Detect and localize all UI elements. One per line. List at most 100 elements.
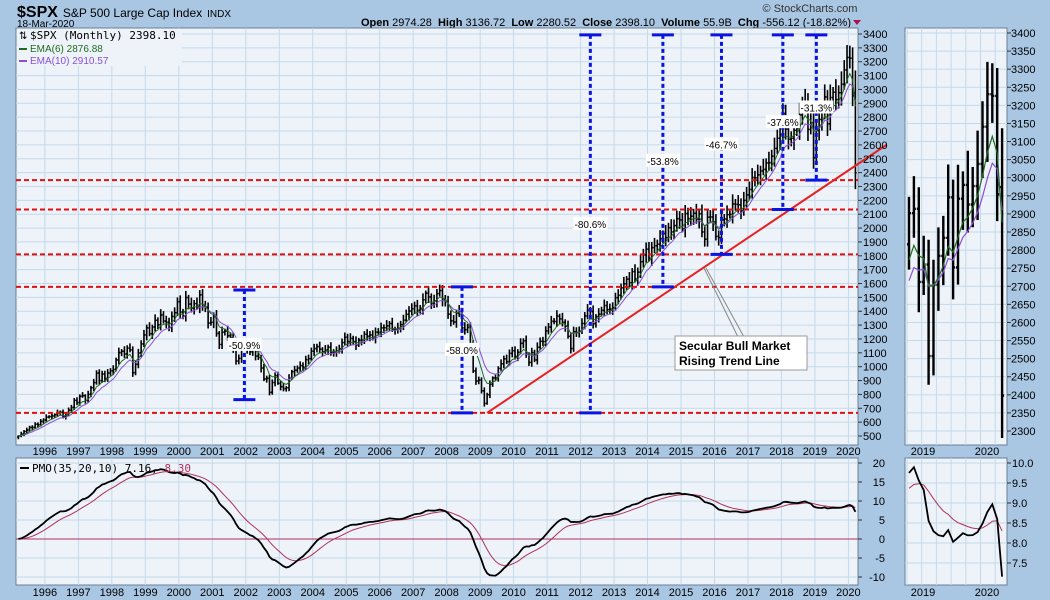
price-bar [748,181,751,201]
price-bar [485,392,489,405]
inset-y-tick-label: 2500 [1011,354,1035,366]
price-bar [510,346,514,358]
price-bar [946,164,951,256]
x-tick-label: 1998 [100,587,124,599]
price-bar [538,337,542,351]
pmo-line [908,465,1003,577]
inset-y-tick-label: 3400 [1011,28,1035,40]
y-tick-label: 2200 [863,195,887,207]
pmo-legend: PMO(35,20,10) 7.16, 8.30 [20,462,191,475]
price-bar [775,129,779,154]
y-tick-label: 1100 [863,348,887,360]
decline-label: -37.6% [767,118,799,129]
price-bar [926,239,931,385]
price-bar [851,47,854,107]
price-bar [644,242,648,263]
y-tick-label: 900 [863,376,881,388]
ema6-swatch [19,48,27,50]
decline-label: -46.7% [706,141,738,152]
price-plot [17,45,857,440]
x-tick-label: 2005 [334,446,358,458]
price-legend: ⇅ $SPX (Monthly) 2398.10 EMA(6) 2876.88 … [17,29,182,67]
y-tick-label: 600 [863,417,881,429]
inset-y-tick-label: 2550 [1011,336,1035,348]
price-bar [293,365,296,376]
price-bar [296,365,299,373]
x-tick-label: 1999 [133,587,157,599]
x-tick-label: 2020 [836,446,860,458]
price-bar [767,151,771,171]
price-bar [1000,128,1005,439]
inset-y-tick-label: 2800 [1011,245,1035,257]
price-bar [418,305,422,314]
legend-price: $SPX (Monthly) 2398.10 [30,29,176,42]
high-label: High [438,17,463,29]
inset-pmo-y-tick-label: 8.5 [1012,518,1027,530]
bars-icon: ⇅ [19,31,27,42]
price-bar [941,215,946,286]
grid [16,28,1007,585]
price-bar [756,164,760,185]
price-bar [349,333,352,346]
chg-label: Chg [738,17,759,29]
y-tick-label: 1400 [863,306,887,318]
price-bar [834,79,838,111]
y-tick-label: 1700 [863,265,887,277]
price-bar [622,276,626,294]
price-bar [480,377,483,394]
price-bar [778,124,782,150]
x-tick-label: 2006 [367,446,391,458]
price-bar [990,63,995,123]
pmo-y-tick-label: 0 [879,534,885,546]
price-bar [764,158,768,180]
price-bar [995,68,1000,222]
open-label: Open [361,17,389,29]
callout-box [674,335,808,371]
price-bar [270,379,274,395]
symbol: $SPX [17,4,58,21]
inset-y-tick-label: 2400 [1011,390,1035,402]
price-bar [427,286,430,304]
price-bar [463,322,467,335]
x-tick-label: 2019 [803,446,827,458]
price-bar [209,316,213,326]
inset-y-tick-label: 3100 [1011,137,1035,149]
price-bar [326,344,330,355]
x-tick-label: 2000 [167,587,191,599]
x-tick-label: 2002 [234,446,258,458]
x-tick-label: 2004 [300,446,324,458]
inset-y-tick-label: 2750 [1011,263,1035,275]
price-bar [36,422,40,428]
watermark: © StockCharts.com [763,3,858,15]
inset-y-tick-label: 2450 [1011,372,1035,384]
price-bar [117,347,121,365]
price-bar [223,328,227,336]
price-bar [95,370,98,385]
price-bar [703,226,707,247]
price-bar [153,314,157,332]
title-line: $SPX S&P 500 Large Cap Index INDX [17,4,231,21]
price-bar [474,367,478,385]
volume-label: Volume [661,17,700,29]
price-bar [728,210,732,219]
y-tick-label: 2800 [863,112,887,124]
price-bar [50,413,54,420]
price-bar [505,354,508,365]
price-bar [762,158,765,176]
price-bar [975,130,980,220]
x-tick-label: 2014 [635,446,659,458]
price-bar [842,60,846,90]
rising-trend-line [486,143,888,414]
price-bar [753,170,757,187]
x-tick-label: 1996 [33,587,57,599]
inset-y-tick-label: 2300 [1011,426,1035,438]
price-bar [980,101,985,179]
price-bar [33,422,37,429]
x-tick-label: 2008 [434,446,458,458]
price-bar [159,309,162,331]
price-bar [100,370,104,383]
y-tick-label: 3200 [863,57,887,69]
inset-y-tick-label: 2850 [1011,227,1035,239]
price-bar [282,382,285,392]
price-bar [273,372,277,387]
